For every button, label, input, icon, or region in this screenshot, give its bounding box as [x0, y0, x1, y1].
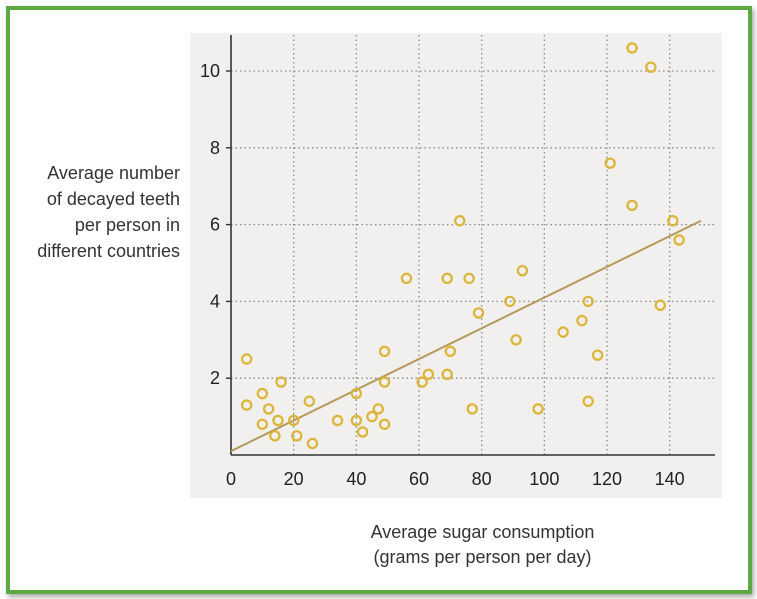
y-tick-label: 8 — [210, 138, 220, 158]
data-points — [240, 42, 685, 450]
data-point — [422, 368, 435, 381]
data-point — [378, 345, 391, 358]
y-tick-label: 2 — [210, 368, 220, 388]
data-point — [667, 215, 679, 227]
data-point — [557, 326, 569, 338]
data-point — [504, 295, 516, 308]
data-point — [582, 395, 594, 407]
x-tick-label: 140 — [655, 469, 685, 489]
data-point — [275, 376, 287, 388]
data-point — [331, 414, 344, 427]
x-tick-label: 0 — [226, 469, 236, 489]
x-tick-label: 120 — [592, 469, 622, 489]
x-tick-label: 60 — [409, 469, 429, 489]
data-point — [262, 403, 275, 415]
data-point — [287, 414, 300, 427]
x-tick-label: 100 — [529, 469, 559, 489]
data-point — [356, 426, 369, 438]
data-point — [350, 414, 363, 427]
data-point — [256, 418, 269, 430]
x-axis-label: Average sugar consumption (grams per per… — [340, 520, 625, 570]
data-point — [378, 418, 391, 430]
data-point — [272, 414, 284, 427]
data-point — [240, 399, 253, 411]
data-point — [626, 199, 638, 212]
data-point — [441, 272, 453, 285]
x-tick-label: 40 — [346, 469, 366, 489]
data-point — [591, 349, 604, 361]
data-point — [303, 395, 316, 407]
data-point — [291, 430, 303, 442]
data-point — [416, 376, 428, 388]
x-tick-label: 80 — [472, 469, 492, 489]
y-tick-label: 4 — [210, 291, 220, 311]
data-point — [256, 387, 269, 400]
data-point — [673, 234, 685, 246]
data-point — [532, 403, 544, 415]
data-point — [350, 387, 363, 400]
data-point — [269, 430, 281, 442]
data-point — [400, 272, 413, 285]
data-point — [454, 215, 466, 227]
data-point — [472, 307, 485, 319]
axes — [226, 35, 715, 456]
trend-line — [230, 219, 702, 453]
data-point — [516, 264, 529, 277]
data-point — [463, 272, 475, 285]
x-tick-label: 20 — [284, 469, 304, 489]
x-axis-label-line: (grams per person per day) — [373, 547, 592, 567]
x-axis-label-line: Average sugar consumption — [370, 522, 595, 542]
y-axis-label-line: different countries — [37, 241, 180, 261]
data-point — [604, 157, 616, 169]
data-point — [441, 368, 453, 381]
y-axis-label-line: per person in — [74, 215, 180, 235]
data-point — [654, 299, 666, 311]
data-point — [626, 42, 638, 54]
plot-area — [190, 33, 722, 498]
data-point — [240, 353, 253, 365]
data-point — [582, 295, 594, 308]
data-point — [306, 437, 319, 450]
y-tick-label: 6 — [210, 215, 220, 235]
y-tick-label: 10 — [200, 61, 220, 81]
y-axis-label: Average number of decayed teeth per pers… — [4, 160, 180, 264]
y-axis-label-line: Average number — [47, 163, 180, 183]
tick-labels: 0 20 40 60 80 100 120 140 2 4 6 8 10 — [200, 61, 685, 489]
y-axis-label-line: of decayed teeth — [46, 189, 180, 209]
data-point — [378, 376, 391, 388]
data-point — [510, 334, 522, 346]
data-point — [645, 61, 657, 73]
data-point — [466, 403, 478, 415]
data-point — [576, 314, 588, 327]
data-point — [366, 410, 378, 423]
data-point — [372, 403, 384, 415]
data-point — [444, 345, 457, 358]
